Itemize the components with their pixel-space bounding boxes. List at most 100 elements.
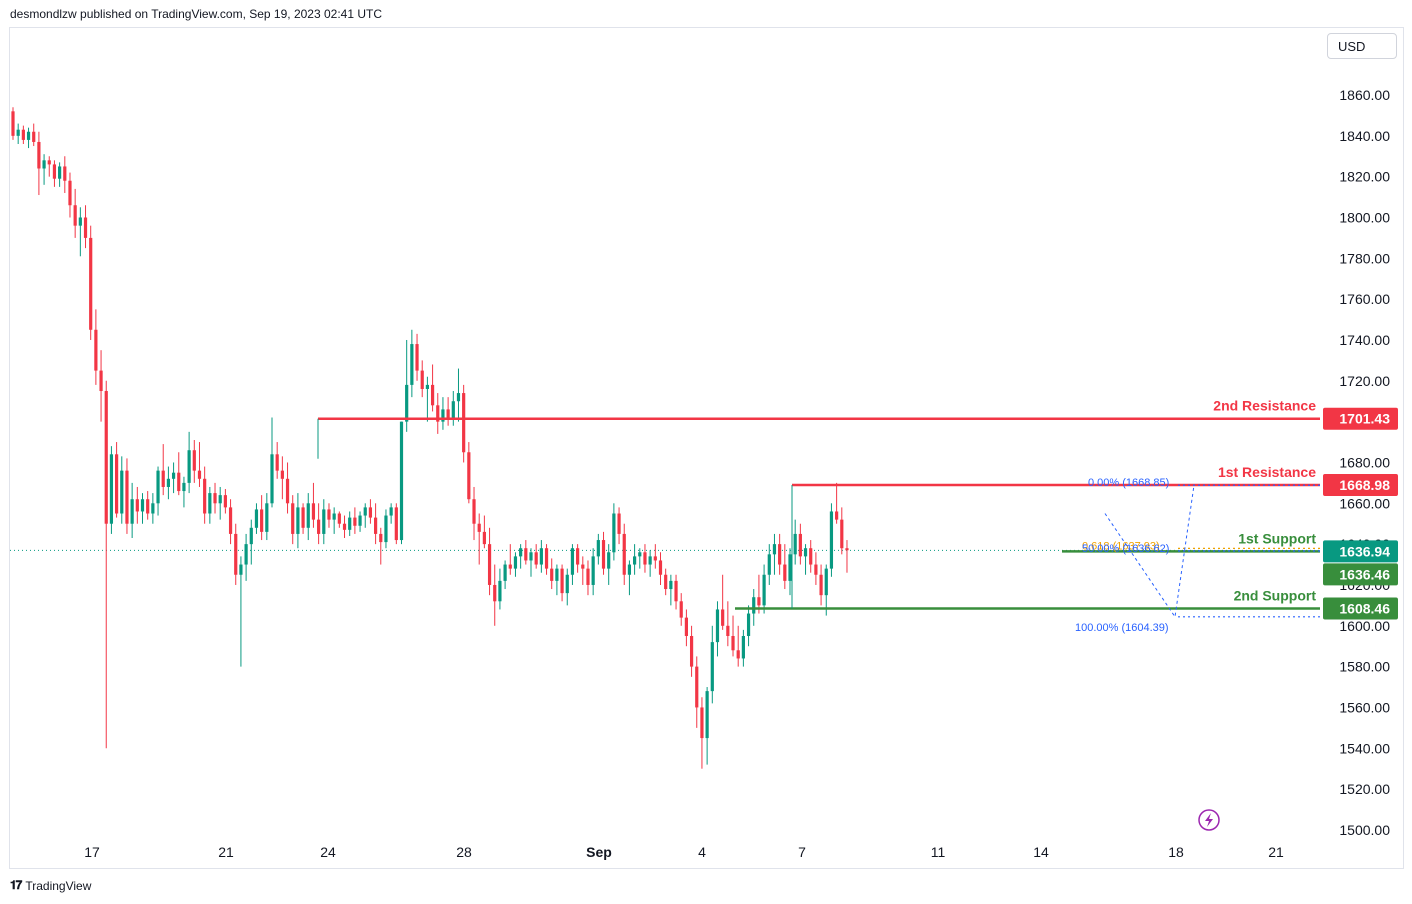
time-tick-label: 11 (931, 844, 946, 860)
candle-body (89, 237, 93, 330)
badge-last-price: 1636.94 (1339, 543, 1390, 559)
badge-last-price-bg (1323, 540, 1398, 563)
badge-1st-resistance: 1668.98 (1339, 477, 1390, 493)
fib-level-label: 50.00% (1636.62) (1082, 543, 1169, 555)
price-tick-label: 1840.00 (1339, 128, 1390, 144)
time-axis: 17 21 24 28 Sep 4 7 11 14 18 21 (84, 844, 1284, 860)
candle-body (617, 513, 621, 534)
candle-body (762, 574, 766, 606)
candle-body (280, 470, 284, 479)
candle-body (835, 511, 839, 520)
candle-body (291, 503, 295, 534)
price-tick-label: 1720.00 (1339, 373, 1390, 389)
candle-body (363, 507, 367, 516)
fib-level-label: 100.00% (1604.39) (1075, 622, 1169, 634)
candle-body (441, 409, 445, 422)
candle-body (695, 666, 699, 708)
price-tick-label: 1800.00 (1339, 209, 1390, 225)
price-tick-label: 1660.00 (1339, 495, 1390, 511)
candle-body (550, 568, 554, 581)
candle-body (399, 421, 404, 541)
candle-body (161, 470, 165, 487)
candle-body (757, 597, 761, 606)
candle-body (249, 527, 253, 545)
candle-body (223, 495, 227, 508)
candle-body (368, 507, 373, 518)
currency-selector[interactable]: USD (1327, 33, 1397, 59)
time-tick-label: 7 (798, 844, 806, 860)
candle-body (539, 548, 543, 565)
candle-body (239, 564, 243, 575)
candle-body (332, 513, 336, 520)
candle-body (379, 533, 383, 543)
chart-frame[interactable] (9, 27, 1404, 869)
price-tick-label: 1540.00 (1339, 740, 1390, 756)
candle-body (436, 405, 440, 422)
candle-body (327, 509, 331, 520)
candle-body (94, 329, 98, 371)
price-tick-label: 1740.00 (1339, 332, 1390, 348)
footer-brand-label: TradingView (25, 878, 92, 893)
price-tick-label: 1520.00 (1339, 781, 1390, 797)
candle-body (498, 580, 502, 602)
candle-body (187, 450, 191, 483)
candle-body (814, 564, 818, 575)
candle-body (342, 523, 347, 530)
time-tick-label: 28 (456, 844, 472, 860)
candle-body (482, 531, 486, 545)
level-name: 2nd Resistance (1213, 398, 1316, 414)
candle-body (26, 131, 31, 140)
badge-2nd-support-bg (1323, 597, 1398, 620)
candle-body (477, 523, 481, 532)
candle-body (746, 613, 751, 636)
time-tick-label: 18 (1168, 844, 1184, 860)
badge-2nd-resistance: 1701.43 (1339, 411, 1390, 427)
badge-1st-resistance-bg (1323, 473, 1398, 496)
candle-body (213, 493, 217, 504)
candle-body (534, 552, 538, 565)
candle-body (156, 470, 160, 504)
candle-body (664, 574, 668, 590)
candle-body (596, 540, 600, 557)
candle-body (16, 129, 20, 136)
candle-body (197, 470, 202, 479)
candle-body (555, 568, 559, 581)
candle-body (151, 503, 155, 514)
candle-body (115, 454, 119, 514)
candle-body (234, 533, 238, 575)
candle-body (648, 556, 652, 565)
candle-body (824, 568, 828, 596)
candle-body (177, 472, 181, 492)
candle-body (311, 503, 316, 520)
candle-body (715, 609, 720, 643)
price-tick-label: 1500.00 (1339, 822, 1390, 838)
badge-1st-support-bg (1323, 563, 1398, 586)
candle-body (829, 511, 834, 569)
candle-body (317, 519, 321, 534)
candle-body (845, 548, 849, 551)
candle-body (420, 370, 424, 389)
candle-body (658, 560, 663, 575)
candle-body (146, 499, 150, 514)
candle-body (731, 635, 735, 651)
candle-body (42, 160, 46, 169)
candle-body (140, 499, 145, 512)
time-tick-label: 4 (698, 844, 706, 860)
candle-body (32, 131, 36, 142)
candle-body (607, 552, 611, 569)
candle-body (803, 548, 808, 557)
candle-body (270, 454, 274, 504)
candle-body (809, 548, 813, 565)
lightning-icon[interactable] (1198, 809, 1220, 831)
badge-1st-support: 1636.46 (1339, 566, 1390, 582)
candle-body (260, 509, 264, 532)
badge-2nd-resistance-bg (1323, 407, 1398, 430)
candle-body (674, 580, 678, 602)
candle-body (348, 517, 352, 530)
footer-brand[interactable]: 𝟏𝟕 TradingView (10, 878, 91, 893)
candle-body (192, 450, 196, 471)
candle-body (627, 564, 632, 575)
level-name: 1st Support (1238, 530, 1316, 546)
candle-body (306, 503, 310, 528)
